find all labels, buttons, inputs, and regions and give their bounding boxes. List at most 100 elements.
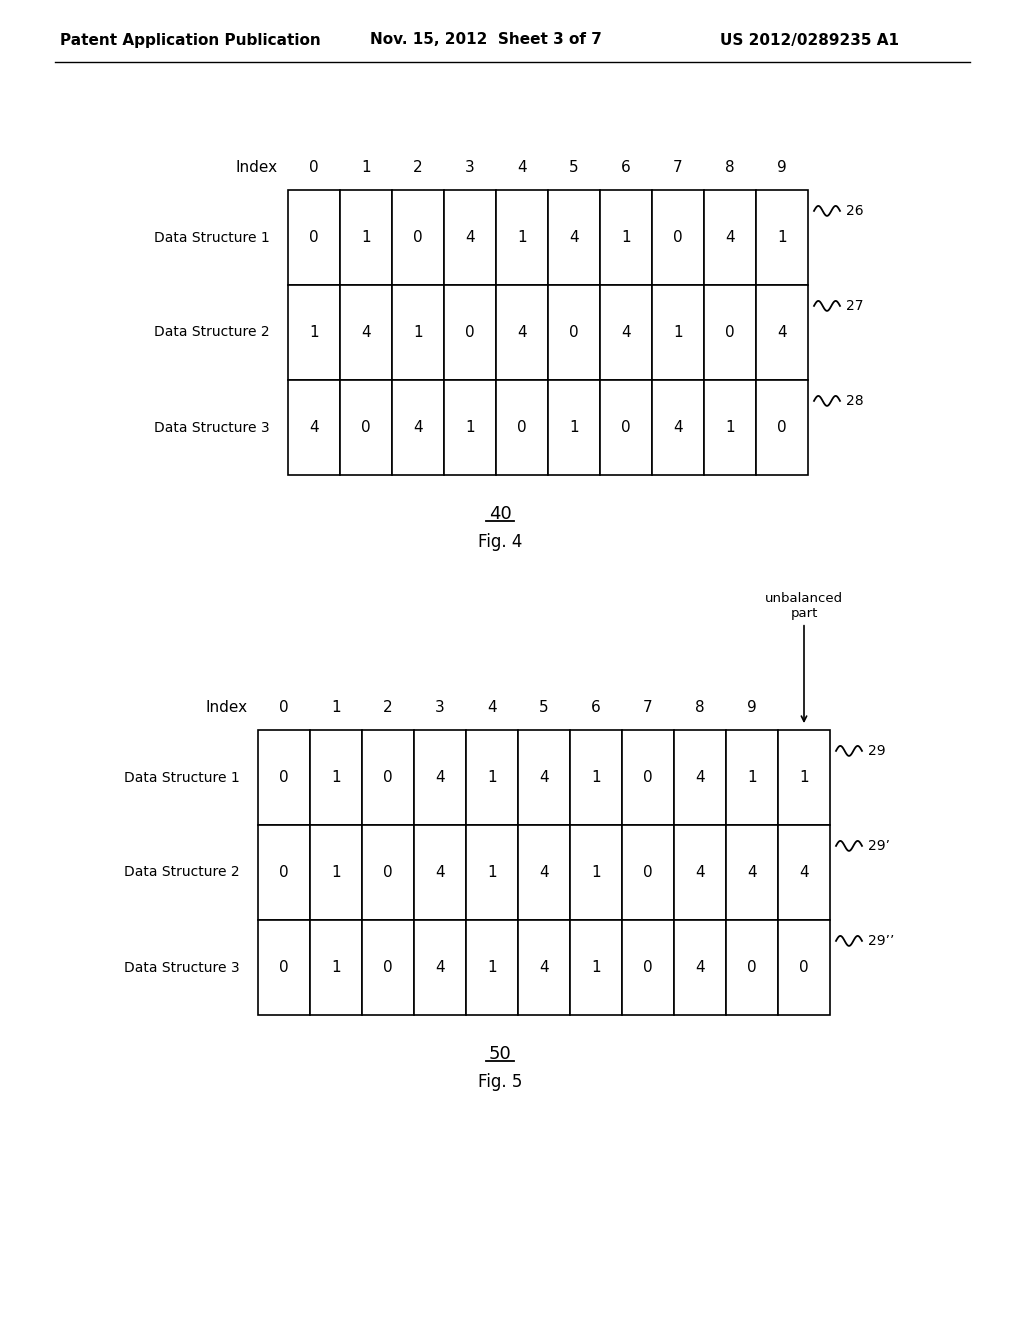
Text: 6: 6 bbox=[591, 701, 601, 715]
Text: 28: 28 bbox=[846, 393, 863, 408]
Text: 8: 8 bbox=[695, 701, 705, 715]
Text: 0: 0 bbox=[517, 420, 526, 436]
Bar bbox=[310, 730, 362, 825]
Bar bbox=[392, 285, 444, 380]
Bar bbox=[652, 190, 705, 285]
Text: 0: 0 bbox=[748, 960, 757, 975]
Text: 4: 4 bbox=[799, 865, 809, 880]
Bar bbox=[570, 920, 622, 1015]
Bar bbox=[518, 825, 570, 920]
Text: 29’: 29’ bbox=[868, 840, 890, 853]
Bar bbox=[444, 190, 496, 285]
Text: 1: 1 bbox=[591, 960, 601, 975]
Text: 1: 1 bbox=[569, 420, 579, 436]
Text: 1: 1 bbox=[799, 770, 809, 785]
Text: 1: 1 bbox=[414, 325, 423, 341]
Text: 4: 4 bbox=[435, 960, 444, 975]
Bar bbox=[340, 380, 392, 475]
Bar bbox=[258, 920, 310, 1015]
Text: 1: 1 bbox=[673, 325, 683, 341]
Bar bbox=[756, 190, 808, 285]
Bar bbox=[518, 730, 570, 825]
Bar bbox=[258, 730, 310, 825]
Bar bbox=[414, 730, 466, 825]
Text: 4: 4 bbox=[540, 865, 549, 880]
Text: 4: 4 bbox=[540, 960, 549, 975]
Text: 26: 26 bbox=[846, 203, 863, 218]
Text: 5: 5 bbox=[569, 161, 579, 176]
Text: 1: 1 bbox=[487, 960, 497, 975]
Text: 0: 0 bbox=[643, 770, 653, 785]
Text: 1: 1 bbox=[487, 770, 497, 785]
Bar bbox=[496, 285, 548, 380]
Text: 1: 1 bbox=[331, 960, 341, 975]
Bar bbox=[466, 825, 518, 920]
Text: 1: 1 bbox=[748, 770, 757, 785]
Text: 4: 4 bbox=[569, 230, 579, 246]
Text: Fig. 5: Fig. 5 bbox=[478, 1073, 522, 1092]
Bar bbox=[496, 190, 548, 285]
Text: 4: 4 bbox=[777, 325, 786, 341]
Text: US 2012/0289235 A1: US 2012/0289235 A1 bbox=[720, 33, 899, 48]
Text: 9: 9 bbox=[748, 701, 757, 715]
Bar bbox=[444, 380, 496, 475]
Bar bbox=[726, 920, 778, 1015]
Text: 0: 0 bbox=[309, 161, 318, 176]
Text: 3: 3 bbox=[465, 161, 475, 176]
Bar bbox=[548, 380, 600, 475]
Bar bbox=[705, 285, 756, 380]
Text: 0: 0 bbox=[361, 420, 371, 436]
Bar bbox=[288, 380, 340, 475]
Bar bbox=[674, 920, 726, 1015]
Bar bbox=[600, 380, 652, 475]
Text: 29: 29 bbox=[868, 744, 886, 758]
Text: 1: 1 bbox=[777, 230, 786, 246]
Bar bbox=[444, 285, 496, 380]
Text: Data Structure 1: Data Structure 1 bbox=[124, 771, 240, 784]
Bar bbox=[496, 380, 548, 475]
Bar bbox=[726, 825, 778, 920]
Bar bbox=[726, 730, 778, 825]
Bar bbox=[414, 920, 466, 1015]
Bar bbox=[570, 825, 622, 920]
Bar bbox=[600, 285, 652, 380]
Text: Data Structure 2: Data Structure 2 bbox=[155, 326, 270, 339]
Text: 0: 0 bbox=[569, 325, 579, 341]
Bar bbox=[778, 825, 830, 920]
Text: 1: 1 bbox=[487, 865, 497, 880]
Text: 4: 4 bbox=[361, 325, 371, 341]
Text: 3: 3 bbox=[435, 701, 444, 715]
Text: Data Structure 3: Data Structure 3 bbox=[124, 961, 240, 974]
Text: 8: 8 bbox=[725, 161, 735, 176]
Text: 0: 0 bbox=[414, 230, 423, 246]
Text: 4: 4 bbox=[540, 770, 549, 785]
Text: 0: 0 bbox=[622, 420, 631, 436]
Text: Nov. 15, 2012  Sheet 3 of 7: Nov. 15, 2012 Sheet 3 of 7 bbox=[370, 33, 602, 48]
Text: Index: Index bbox=[206, 701, 248, 715]
Text: 1: 1 bbox=[361, 230, 371, 246]
Text: 1: 1 bbox=[331, 770, 341, 785]
Text: 0: 0 bbox=[465, 325, 475, 341]
Bar bbox=[570, 730, 622, 825]
Text: 1: 1 bbox=[622, 230, 631, 246]
Text: 0: 0 bbox=[309, 230, 318, 246]
Text: 4: 4 bbox=[465, 230, 475, 246]
Text: 7: 7 bbox=[643, 701, 653, 715]
Text: 0: 0 bbox=[725, 325, 735, 341]
Text: Index: Index bbox=[236, 161, 278, 176]
Text: 4: 4 bbox=[673, 420, 683, 436]
Text: 0: 0 bbox=[383, 960, 393, 975]
Text: 27: 27 bbox=[846, 298, 863, 313]
Bar bbox=[466, 730, 518, 825]
Bar bbox=[756, 285, 808, 380]
Text: 2: 2 bbox=[383, 701, 393, 715]
Bar bbox=[392, 380, 444, 475]
Text: 1: 1 bbox=[309, 325, 318, 341]
Bar bbox=[622, 920, 674, 1015]
Text: 0: 0 bbox=[643, 865, 653, 880]
Text: Fig. 4: Fig. 4 bbox=[478, 533, 522, 550]
Text: 4: 4 bbox=[517, 325, 526, 341]
Bar bbox=[674, 825, 726, 920]
Bar bbox=[414, 825, 466, 920]
Bar bbox=[362, 730, 414, 825]
